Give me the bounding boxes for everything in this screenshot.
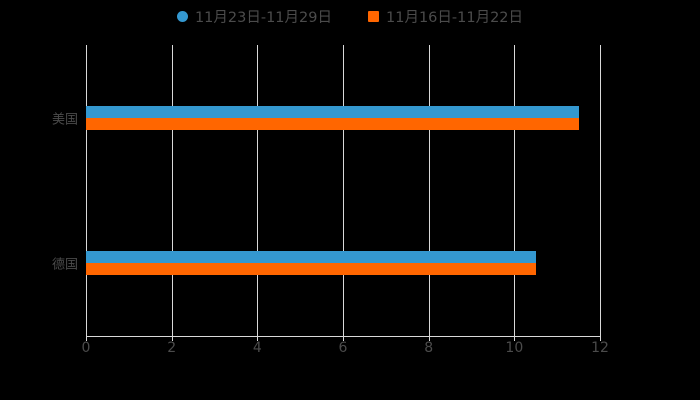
x-tick-label-8: 8 [424, 340, 434, 356]
gridline-2 [171, 45, 173, 336]
tickmark-4 [257, 336, 259, 341]
gridline-12 [600, 45, 601, 336]
tickmark-8 [428, 336, 430, 341]
plot-area [86, 45, 601, 336]
x-tick-label-10: 10 [505, 340, 524, 356]
legend-item-series-1[interactable]: 11月16日-11月22日 [368, 6, 523, 27]
bar-美国-series-0[interactable] [86, 105, 579, 118]
legend-label-series-0: 11月23日-11月29日 [194, 10, 332, 26]
x-tick-label-6: 6 [338, 340, 348, 356]
y-axis-line [86, 45, 87, 336]
tickmark-10 [514, 336, 516, 341]
legend-item-series-0[interactable]: 11月23日-11月29日 [176, 6, 332, 27]
bar-美国-series-1[interactable] [86, 117, 579, 130]
legend-marker-square-icon [368, 11, 379, 22]
chart-legend: 11月23日-11月29日 11月16日-11月22日 [0, 6, 700, 27]
x-tick-label-2: 2 [167, 340, 177, 356]
tickmark-12 [600, 336, 601, 341]
x-tick-label-0: 0 [81, 340, 91, 356]
tickmark-0 [86, 336, 87, 341]
x-tick-label-4: 4 [252, 340, 262, 356]
tickmark-2 [171, 336, 173, 341]
category-label-美国: 美国 [51, 112, 78, 128]
gridline-10 [514, 45, 516, 336]
legend-marker-circle-icon [176, 11, 188, 22]
gridline-4 [257, 45, 259, 336]
legend-label-series-1: 11月16日-11月22日 [386, 10, 524, 26]
bar-德国-series-0[interactable] [86, 251, 536, 264]
gridline-8 [428, 45, 430, 336]
category-label-德国: 德国 [51, 257, 78, 273]
x-tick-label-12: 12 [591, 340, 609, 356]
gridline-6 [343, 45, 344, 336]
tickmark-6 [343, 336, 344, 341]
bar-德国-series-1[interactable] [86, 263, 536, 276]
